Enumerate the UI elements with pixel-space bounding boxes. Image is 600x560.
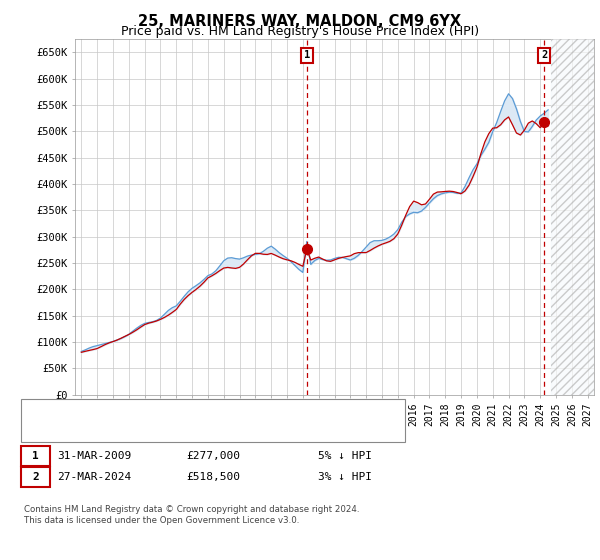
Text: 5% ↓ HPI: 5% ↓ HPI: [318, 451, 372, 461]
Bar: [551, 39, 594, 395]
Text: Contains HM Land Registry data © Crown copyright and database right 2024.
This d: Contains HM Land Registry data © Crown c…: [24, 505, 359, 525]
Text: 27-MAR-2024: 27-MAR-2024: [57, 472, 131, 482]
Text: 1: 1: [304, 50, 310, 60]
Text: £518,500: £518,500: [186, 472, 240, 482]
Text: 1: 1: [32, 451, 39, 461]
Text: 2: 2: [32, 472, 39, 482]
Text: 3% ↓ HPI: 3% ↓ HPI: [318, 472, 372, 482]
Text: 31-MAR-2009: 31-MAR-2009: [57, 451, 131, 461]
Text: 2: 2: [541, 50, 547, 60]
Bar: [551, 39, 594, 395]
Text: 25, MARINERS WAY, MALDON, CM9 6YX (detached house): 25, MARINERS WAY, MALDON, CM9 6YX (detac…: [69, 409, 369, 419]
Text: £277,000: £277,000: [186, 451, 240, 461]
Text: Price paid vs. HM Land Registry's House Price Index (HPI): Price paid vs. HM Land Registry's House …: [121, 25, 479, 38]
Text: HPI: Average price, detached house, Maldon: HPI: Average price, detached house, Mald…: [69, 424, 321, 435]
Text: 25, MARINERS WAY, MALDON, CM9 6YX: 25, MARINERS WAY, MALDON, CM9 6YX: [139, 14, 461, 29]
